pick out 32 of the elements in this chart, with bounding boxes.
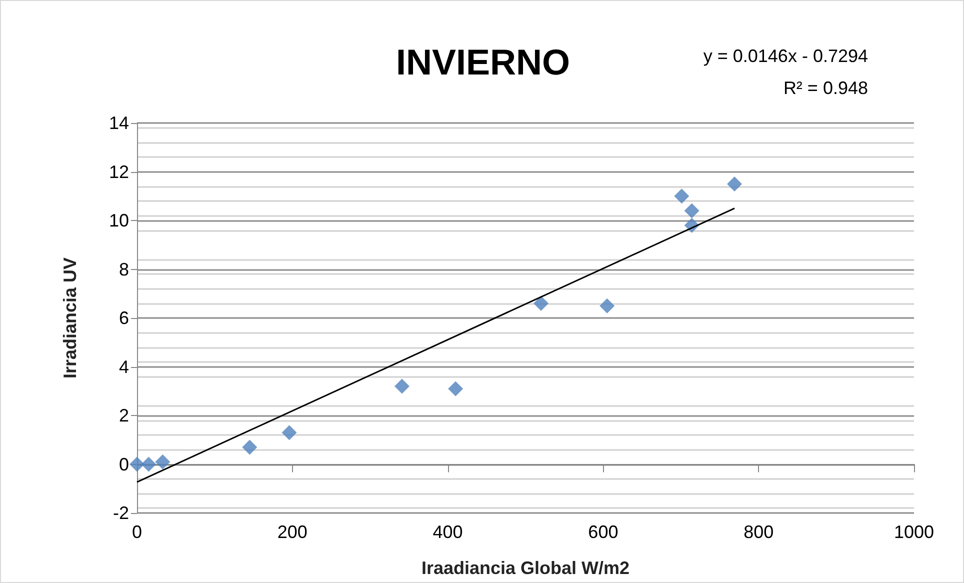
- x-tick-label: 1000: [894, 522, 934, 542]
- point: [282, 425, 297, 440]
- point: [727, 176, 742, 192]
- y-tick-label: 0: [118, 454, 129, 474]
- point: [141, 456, 156, 472]
- x-tick-label: 200: [277, 522, 308, 542]
- y-tick-label: 4: [118, 356, 129, 377]
- y-axis-title: Irradiancia UV: [60, 257, 80, 379]
- text: R² = 0.948: [783, 78, 868, 98]
- x-tick-label: 0: [132, 522, 142, 542]
- point: [242, 440, 258, 455]
- point: [394, 378, 410, 394]
- y-tick-label: 10: [108, 210, 129, 230]
- point: [130, 456, 144, 472]
- y-tick-label: 2: [118, 406, 129, 426]
- chart-title: INVIERNO: [396, 42, 570, 82]
- y-tick-label: 6: [118, 308, 129, 328]
- x-tick-label: 400: [432, 522, 463, 542]
- point: [448, 381, 464, 396]
- x-tick-label: 800: [744, 522, 774, 542]
- point: [600, 298, 615, 314]
- point: [534, 296, 549, 311]
- text: y = 0.0146x - 0.7294: [703, 46, 868, 66]
- point: [684, 203, 700, 218]
- point: [674, 188, 690, 204]
- y-tick-label: 8: [118, 259, 129, 280]
- x-tick-label: 600: [588, 522, 618, 542]
- y-tick-label: 14: [108, 113, 129, 133]
- y-tick-label: 12: [108, 162, 129, 182]
- y-tick-label: -2: [112, 503, 129, 523]
- x-axis-title: Iraadiancia Global W/m2: [421, 558, 630, 578]
- point: [155, 454, 170, 470]
